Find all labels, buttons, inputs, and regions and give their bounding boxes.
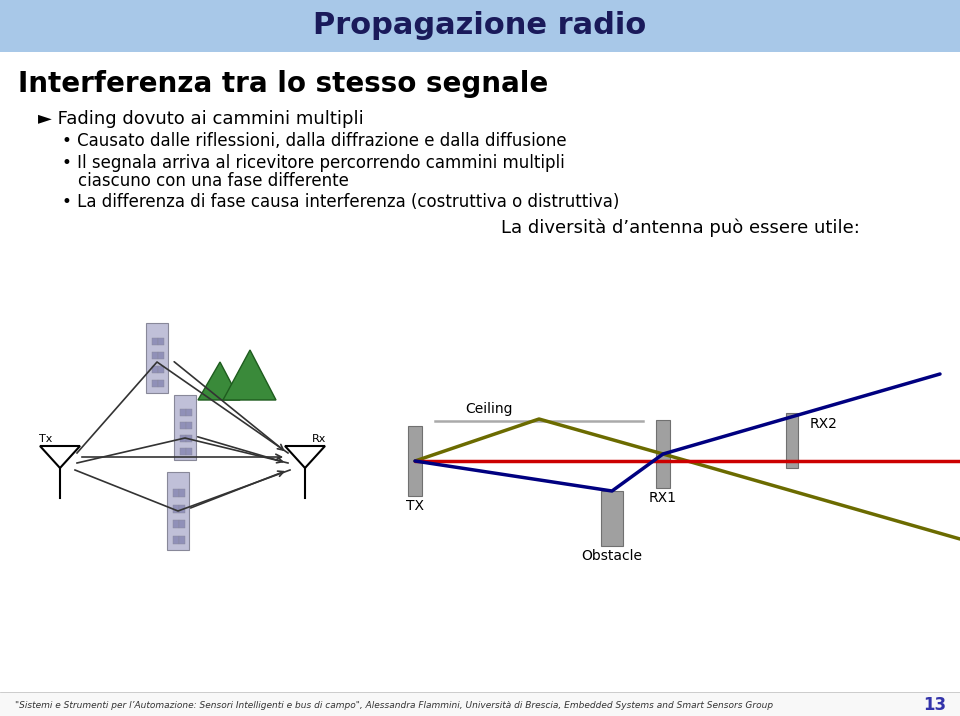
Bar (158, 352, 164, 359)
Bar (152, 380, 158, 387)
Text: RX2: RX2 (810, 417, 838, 432)
Bar (158, 380, 164, 387)
Bar (173, 536, 180, 543)
Bar (173, 489, 180, 497)
Text: ► Fading dovuto ai cammini multipli: ► Fading dovuto ai cammini multipli (38, 110, 364, 128)
Text: Rx: Rx (312, 434, 326, 444)
Bar (180, 489, 185, 497)
Bar (186, 410, 192, 416)
Text: • La differenza di fase causa interferenza (costruttiva o distruttiva): • La differenza di fase causa interferen… (62, 193, 619, 211)
Polygon shape (223, 350, 276, 400)
Bar (408, 426, 422, 496)
Bar (152, 339, 158, 345)
Text: "Sistemi e Strumenti per l’Automazione: Sensori Intelligenti e bus di campo", Al: "Sistemi e Strumenti per l’Automazione: … (15, 700, 773, 710)
Bar (0, 0, 960, 52)
Bar (173, 505, 180, 513)
Bar (146, 323, 168, 393)
Text: • Il segnala arriva al ricevitore percorrendo cammini multipli: • Il segnala arriva al ricevitore percor… (62, 154, 564, 172)
Bar (180, 410, 186, 416)
Text: ciascuno con una fase differente: ciascuno con una fase differente (78, 172, 348, 190)
Bar (186, 448, 192, 455)
Bar (158, 367, 164, 374)
Text: Obstacle: Obstacle (582, 549, 642, 563)
Text: TX: TX (406, 499, 424, 513)
Bar (152, 367, 158, 374)
Text: Ceiling: Ceiling (465, 402, 513, 416)
Bar (174, 395, 196, 460)
Bar (180, 536, 185, 543)
Bar (152, 352, 158, 359)
Bar (186, 422, 192, 429)
Bar (786, 413, 798, 468)
Bar (601, 491, 623, 546)
Bar (180, 521, 185, 528)
Bar (186, 435, 192, 442)
Bar (173, 521, 180, 528)
Text: Interferenza tra lo stesso segnale: Interferenza tra lo stesso segnale (18, 70, 548, 98)
Text: Tx: Tx (39, 434, 53, 444)
Text: RX1: RX1 (649, 491, 677, 505)
Bar (180, 435, 186, 442)
Bar (158, 339, 164, 345)
Bar (656, 420, 670, 488)
Bar (180, 505, 185, 513)
Bar (180, 448, 186, 455)
Text: • Causato dalle riflessioni, dalla diffrazione e dalla diffusione: • Causato dalle riflessioni, dalla diffr… (62, 132, 566, 150)
Polygon shape (198, 362, 240, 400)
Bar (167, 472, 189, 550)
Text: Propagazione radio: Propagazione radio (313, 11, 647, 41)
Bar (180, 422, 186, 429)
Text: La diversità d’antenna può essere utile:: La diversità d’antenna può essere utile: (500, 219, 859, 237)
Bar (0, 692, 960, 716)
Text: 13: 13 (923, 696, 946, 714)
